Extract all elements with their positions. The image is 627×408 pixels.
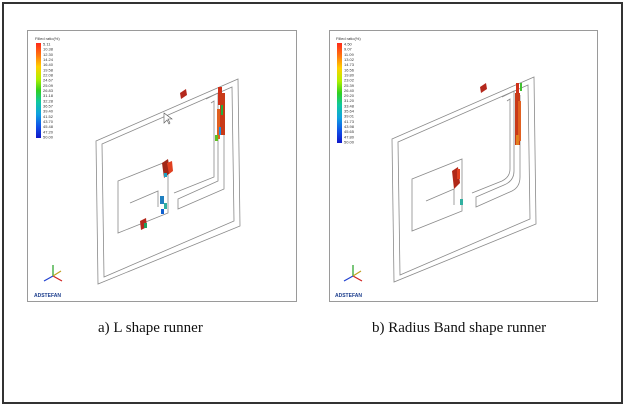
simulation-panel-a: Filled ratio(%) 5.11 10.38 12.30 14.24 16.40… <box>27 30 297 302</box>
mouse-cursor-icon <box>163 112 173 125</box>
cast-part-outline <box>391 76 537 283</box>
legend-value: 45.65 <box>344 129 355 134</box>
axis-triad-icon <box>343 265 363 282</box>
legend-value: 47.80 <box>344 134 355 139</box>
axis-triad-icon <box>43 265 63 282</box>
legend-value: 5.11 <box>43 42 51 47</box>
legend-value: 12.30 <box>43 52 54 57</box>
simulation-panel-b: Filled ratio(%) 4.50 9.07 11.09 13.02 14.73 1… <box>329 30 598 302</box>
legend-value: 39.40 <box>43 109 54 114</box>
legend-value: 16.56 <box>344 67 355 72</box>
simulation-view-b: Filled ratio(%) 4.509.0711.0913.0214.731… <box>335 36 537 299</box>
legend-value: 11.09 <box>344 52 354 57</box>
legend-values: 4.509.0711.0913.0214.7316.5619.8023.0225… <box>344 42 355 145</box>
legend-value: 39.01 <box>344 114 355 119</box>
legend-value: 47.20 <box>43 129 54 134</box>
legend-value: 50.00 <box>344 140 355 145</box>
legend-title: Filled ratio(%) <box>336 36 361 41</box>
legend-value: 43.70 <box>43 119 54 124</box>
legend-value: 19.80 <box>344 72 355 77</box>
legend-value: 14.24 <box>43 57 54 62</box>
legend-value: 25.09 <box>43 83 54 88</box>
legend-value: 31.18 <box>43 93 54 98</box>
legend-value: 24.67 <box>43 78 54 83</box>
legend-value: 13.02 <box>344 57 355 62</box>
legend-value: 35.64 <box>344 109 355 114</box>
legend-value: 23.02 <box>344 78 355 83</box>
legend-value: 22.08 <box>43 73 54 78</box>
legend-value: 41.73 <box>344 119 355 124</box>
simulation-view-a: Filled ratio(%) 5.1110.3812.3014.2416.40… <box>34 36 241 299</box>
legend-value: 33.48 <box>344 103 355 108</box>
legend-value: 26.83 <box>43 88 54 93</box>
software-brand: ADSTEFAN <box>34 293 61 299</box>
legend-value: 9.07 <box>344 47 353 52</box>
legend-value: 36.57 <box>43 104 54 109</box>
caption-a: a) L shape runner <box>98 320 203 336</box>
legend-value: 26.40 <box>344 88 355 93</box>
defect-markers <box>140 87 225 230</box>
legend-value: 14.73 <box>344 62 355 67</box>
legend-value: 41.52 <box>43 114 54 119</box>
legend-value: 25.39 <box>344 83 355 88</box>
legend-color-bar <box>337 43 342 143</box>
legend-value: 16.40 <box>43 62 54 67</box>
legend-value: 31.20 <box>344 98 355 103</box>
legend-value: 29.20 <box>344 93 355 98</box>
legend-value: 10.38 <box>43 47 54 52</box>
legend-value: 45.48 <box>43 124 54 129</box>
software-brand: ADSTEFAN <box>335 293 362 299</box>
legend-values: 5.1110.3812.3014.2416.4019.5822.0824.672… <box>43 42 54 140</box>
legend-title: Filled ratio(%) <box>35 36 60 41</box>
legend-value: 50.00 <box>43 135 54 140</box>
legend-value: 4.50 <box>344 42 353 47</box>
legend-value: 19.58 <box>43 67 54 72</box>
defect-markers <box>452 83 522 205</box>
figure-frame: Filled ratio(%) 5.11 10.38 12.30 14.24 16.40… <box>2 2 623 404</box>
legend-color-bar <box>36 43 41 138</box>
caption-b: b) Radius Band shape runner <box>372 320 547 336</box>
legend-value: 43.98 <box>344 124 355 129</box>
legend-value: 32.28 <box>43 98 54 103</box>
